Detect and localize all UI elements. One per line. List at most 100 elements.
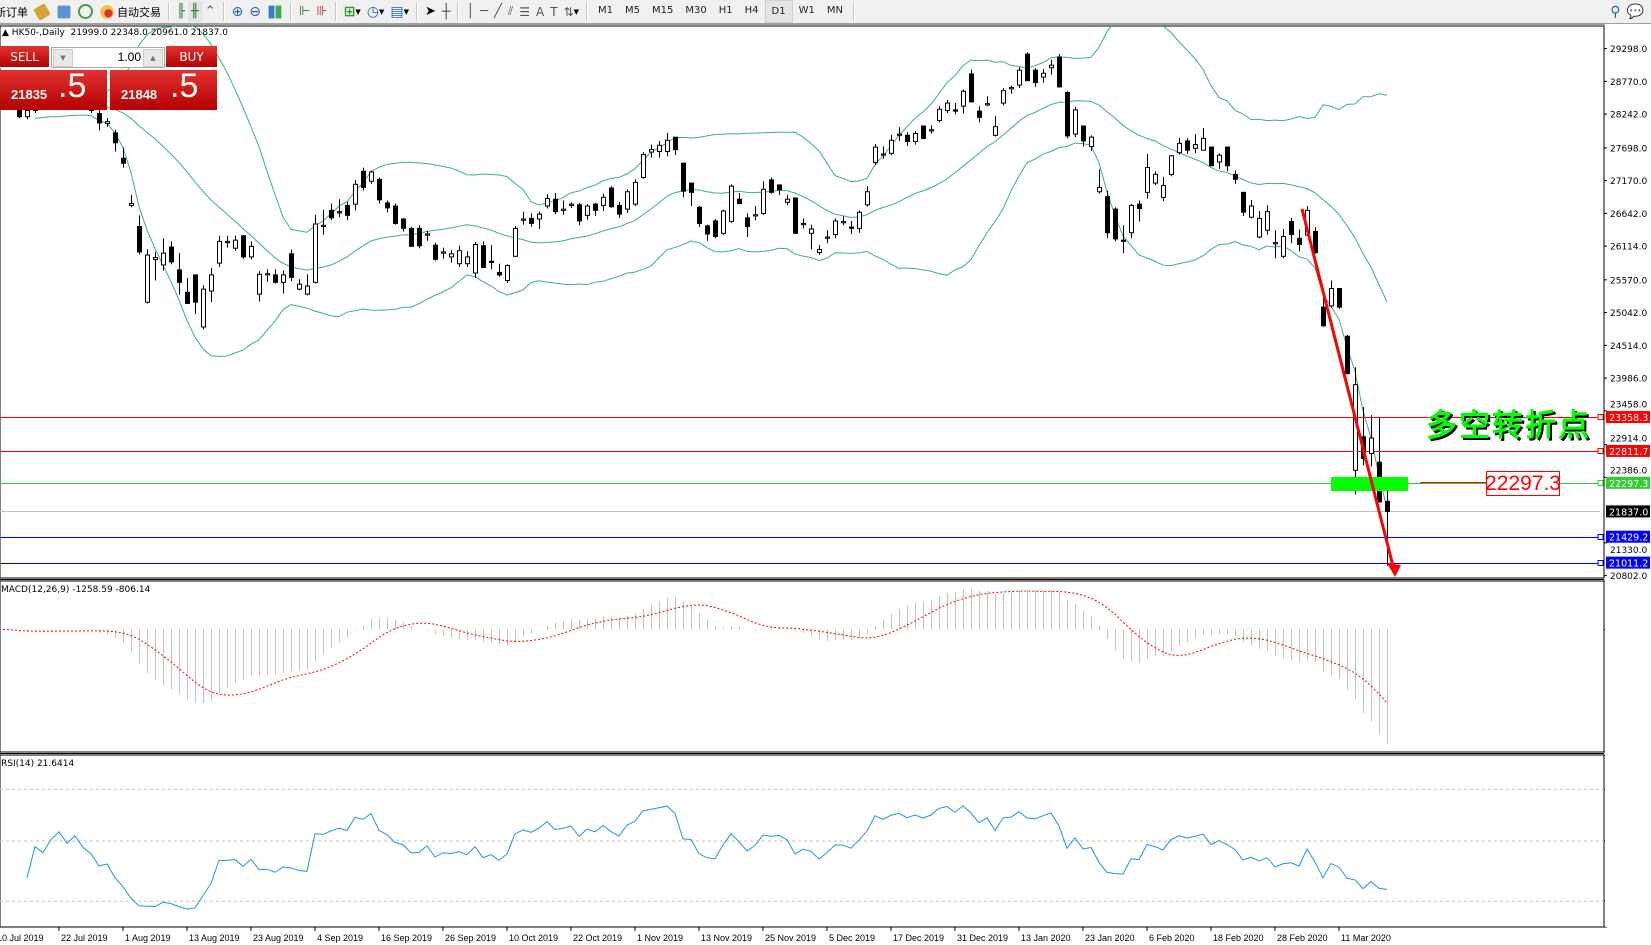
templates-button[interactable]: ▤ ▼: [387, 1, 412, 22]
timeframe-h1[interactable]: H1: [718, 5, 733, 16]
equidistant-channel-button[interactable]: ⫽: [505, 1, 516, 22]
candle: [913, 130, 918, 145]
date-axis-label: 10 Oct 2019: [509, 933, 558, 943]
toolbar-separator: [586, 2, 589, 21]
trendline-icon: ╱: [494, 4, 502, 19]
indicators-button[interactable]: ⊞ ▼: [341, 1, 364, 22]
line-chart-button[interactable]: ⌃: [202, 1, 219, 22]
bear-candle-body: [1241, 191, 1246, 213]
level-handle[interactable]: [1597, 534, 1604, 540]
price-level-tag-label: 22811.7: [1609, 447, 1648, 458]
candlestick-icon: ╫: [190, 4, 199, 19]
price-callout[interactable]: 22297.3: [1485, 471, 1561, 496]
support-zone-rectangle[interactable]: [1331, 477, 1408, 491]
vertical-line-button[interactable]: │: [463, 1, 477, 22]
bear-candle-body: [593, 203, 598, 211]
candle: [1273, 230, 1278, 259]
horizontal-line-button[interactable]: ─: [477, 1, 491, 22]
candlestick-button[interactable]: ╫: [187, 1, 202, 22]
terminal-button[interactable]: [53, 1, 75, 22]
fibonacci-button[interactable]: ☰: [516, 1, 533, 22]
timeframe-m15[interactable]: M15: [652, 5, 674, 16]
trend-arrow-line[interactable]: [1300, 208, 1395, 567]
auto-scroll-button[interactable]: ⊩: [296, 1, 313, 22]
toolbar-separator: [416, 2, 419, 21]
candle: [1289, 217, 1294, 244]
bull-candle-body: [729, 185, 734, 223]
chat-button[interactable]: 💬: [1624, 1, 1647, 22]
cursor-button[interactable]: ➤: [422, 1, 439, 22]
candle: [153, 251, 158, 281]
crosshair-icon: ┼: [441, 3, 451, 20]
bar-chart-icon: ╟: [177, 4, 185, 19]
new-order-button[interactable]: 新订单: [0, 5, 28, 19]
timeframe-m30[interactable]: M30: [685, 5, 707, 16]
crosshair-button[interactable]: ┼: [439, 1, 453, 22]
bar-chart-button[interactable]: ╟: [174, 1, 188, 22]
tile-windows-button[interactable]: [264, 1, 286, 22]
level-handle[interactable]: [1597, 414, 1604, 420]
rsi-line: [26, 805, 1388, 910]
volume-increase-button[interactable]: ▲: [143, 49, 163, 67]
bull-candle-body: [801, 222, 806, 226]
periods-button[interactable]: ◷ ▼: [364, 1, 388, 22]
level-handle[interactable]: [1597, 560, 1604, 566]
bull-candle-body: [209, 274, 214, 292]
candle: [473, 242, 478, 278]
bull-candle-body: [441, 251, 446, 254]
candle: [833, 218, 838, 239]
bear-candle-body: [1233, 173, 1238, 180]
volume-decrease-button[interactable]: ▼: [53, 49, 73, 67]
sell-price[interactable]: 21835 .5: [0, 67, 107, 110]
candle: [529, 213, 534, 227]
level-handle[interactable]: [1597, 448, 1604, 454]
timeframe-m1[interactable]: M1: [598, 5, 614, 16]
timeframe-mn[interactable]: MN: [826, 5, 843, 16]
bull-candle-body: [561, 208, 566, 211]
chart-shift-button[interactable]: ⊪: [313, 1, 330, 22]
candle: [977, 106, 982, 123]
bear-candle-body: [1321, 306, 1326, 327]
candle: [1105, 190, 1110, 239]
bull-candle-body: [1001, 90, 1006, 104]
date-axis-label: 6 Feb 2020: [1149, 933, 1195, 943]
timeframe-w1[interactable]: W1: [798, 5, 815, 16]
zoom-in-button[interactable]: ⊕: [229, 1, 247, 22]
auto-trading-button[interactable]: 自动交易: [96, 1, 164, 22]
turning-point-annotation[interactable]: 多空转折点: [1426, 408, 1591, 444]
buy-price[interactable]: 21848 .5: [110, 67, 217, 110]
bear-candle-body: [401, 218, 406, 229]
level-handle[interactable]: [1597, 480, 1604, 486]
candle: [337, 199, 342, 218]
sell-button[interactable]: SELL: [0, 46, 49, 68]
text-label-icon: T: [550, 4, 558, 19]
search-button[interactable]: ⚲: [1607, 1, 1623, 22]
candle: [865, 186, 870, 207]
candle: [897, 127, 902, 141]
text-tool-button[interactable]: A: [533, 1, 547, 22]
volume-input[interactable]: [73, 49, 141, 64]
volume-stepper[interactable]: ▼ ▲: [51, 47, 165, 68]
macd-histogram: [11, 588, 1388, 745]
candle: [321, 209, 326, 235]
trendline-button[interactable]: ╱: [491, 1, 505, 22]
bull-candle-body: [1201, 137, 1206, 151]
timeframe-d1[interactable]: D1: [764, 0, 793, 23]
search-icon: ⚲: [1610, 3, 1621, 20]
bull-candle-body: [649, 149, 654, 153]
price-tick-label: 24514.0: [1610, 342, 1647, 352]
text-label-button[interactable]: T: [547, 1, 560, 22]
price-tick-label: 28770.0: [1610, 78, 1647, 88]
arrows-button[interactable]: ⇅ ▼: [561, 1, 582, 22]
signals-button[interactable]: [75, 1, 96, 22]
candle: [1201, 127, 1206, 151]
collapse-icon[interactable]: ▲: [2, 28, 9, 38]
timeframe-m5[interactable]: M5: [625, 5, 641, 16]
bear-candle-body: [553, 198, 558, 213]
buy-button[interactable]: BUY: [166, 46, 217, 67]
candle: [145, 249, 150, 304]
candle: [537, 211, 542, 229]
timeframe-h4[interactable]: H4: [744, 5, 759, 16]
zoom-out-button[interactable]: ⊖: [246, 1, 264, 22]
